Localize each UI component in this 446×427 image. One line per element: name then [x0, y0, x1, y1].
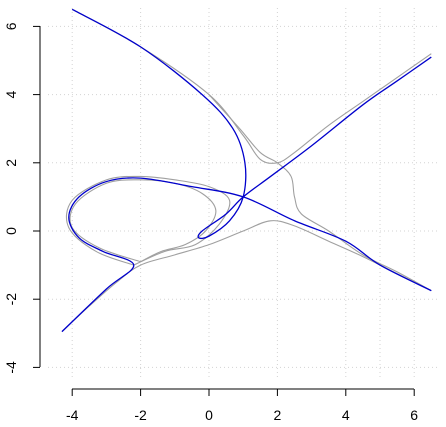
- series-layer: [61, 8, 432, 333]
- y-tick-label: 6: [3, 22, 19, 30]
- y-tick-label: 0: [3, 227, 19, 235]
- gray-curve: [208, 94, 432, 292]
- x-tick-label: 4: [342, 407, 350, 423]
- y-tick-label: -4: [3, 361, 19, 374]
- x-tick-label: 0: [205, 407, 213, 423]
- y-tick-label: -2: [3, 293, 19, 306]
- axes: [39, 26, 414, 390]
- gray-curve: [65, 175, 231, 266]
- gray-curve: [71, 8, 432, 164]
- gray-curve: [61, 220, 432, 333]
- x-tick-label: 2: [274, 407, 282, 423]
- x-tick-label: -2: [134, 407, 147, 423]
- ticks: -4 -2 0 2 4 6 -4 -2 0 2 4 6: [3, 22, 418, 423]
- x-tick-label: 6: [410, 407, 418, 423]
- y-tick-label: 2: [3, 159, 19, 167]
- blue-curve: [61, 177, 432, 333]
- x-tick-label: -4: [66, 407, 79, 423]
- y-tick-label: 4: [3, 90, 19, 98]
- blue-curve: [71, 8, 432, 240]
